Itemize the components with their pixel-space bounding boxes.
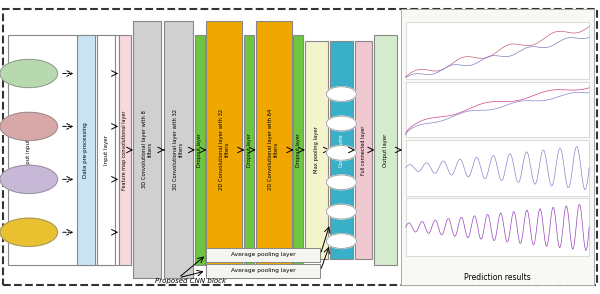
Text: Concatenate: Concatenate xyxy=(339,133,344,167)
Bar xyxy=(406,140,589,196)
Bar xyxy=(374,35,397,265)
Text: Dropout layer: Dropout layer xyxy=(197,133,202,167)
Text: Dropout layer: Dropout layer xyxy=(247,133,251,167)
Text: Full connected layer: Full connected layer xyxy=(361,125,366,175)
Bar xyxy=(206,248,320,262)
Bar xyxy=(406,22,589,79)
Text: 3D Convolutional layer with 32
filters: 3D Convolutional layer with 32 filters xyxy=(173,109,184,190)
Bar xyxy=(330,41,353,259)
Bar xyxy=(406,198,589,256)
Text: Prediction results: Prediction results xyxy=(464,273,531,282)
Circle shape xyxy=(326,204,356,219)
Bar xyxy=(77,35,95,265)
Bar xyxy=(244,35,254,265)
Text: Output layer: Output layer xyxy=(383,133,388,167)
Text: Data pre-processing: Data pre-processing xyxy=(83,122,88,178)
Text: Input layer: Input layer xyxy=(104,135,109,165)
Bar xyxy=(206,264,320,278)
Text: Input inputs: Input inputs xyxy=(26,136,31,169)
Bar xyxy=(206,21,242,278)
Bar xyxy=(8,35,119,265)
Bar xyxy=(164,21,193,278)
Bar xyxy=(119,35,131,265)
Circle shape xyxy=(0,218,58,246)
Text: 2D Convolutional layer with 32
filters: 2D Convolutional layer with 32 filters xyxy=(219,108,230,190)
Text: Average pooling layer: Average pooling layer xyxy=(231,268,296,273)
Text: Dropout layer: Dropout layer xyxy=(296,133,301,167)
Bar xyxy=(293,35,303,265)
Bar xyxy=(406,82,589,137)
Circle shape xyxy=(326,146,356,160)
Bar xyxy=(195,35,205,265)
Circle shape xyxy=(326,87,356,101)
Bar xyxy=(97,35,115,265)
Text: Average pooling layer: Average pooling layer xyxy=(231,252,296,257)
Text: Feature map convolutional layer: Feature map convolutional layer xyxy=(122,110,127,190)
Text: Proposed CNN block: Proposed CNN block xyxy=(155,278,226,284)
Bar xyxy=(133,21,161,278)
Circle shape xyxy=(0,59,58,88)
Bar xyxy=(305,41,328,259)
Text: 3D Convolutional layer with 8
filters: 3D Convolutional layer with 8 filters xyxy=(142,110,153,188)
Circle shape xyxy=(326,175,356,190)
Text: Max pooling layer: Max pooling layer xyxy=(314,126,319,173)
Bar xyxy=(401,9,594,285)
Bar xyxy=(355,41,372,259)
Circle shape xyxy=(326,116,356,131)
Circle shape xyxy=(326,234,356,248)
Text: 2D Convolutional layer with 64
filters: 2D Convolutional layer with 64 filters xyxy=(268,108,279,190)
Bar xyxy=(256,21,292,278)
Circle shape xyxy=(0,165,58,193)
Circle shape xyxy=(0,112,58,141)
